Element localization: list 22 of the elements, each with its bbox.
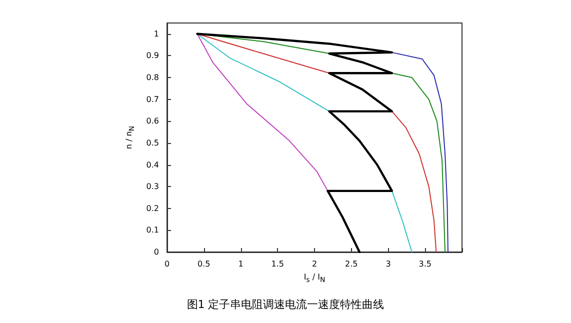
line-series <box>391 52 448 252</box>
y-tick-label: 0.4 <box>146 160 159 170</box>
x-tick-label: 3 <box>386 260 391 268</box>
y-tick-label: 0.5 <box>146 138 159 148</box>
x-tick-label: 1 <box>238 260 244 268</box>
x-tick-label: 2.5 <box>345 260 358 268</box>
y-tick-label: 0.3 <box>146 182 159 192</box>
y-tick-label: 1 <box>154 29 159 38</box>
y-tick-label: 0.7 <box>146 94 159 104</box>
x-tick-label: 2 <box>312 260 318 268</box>
y-tick-label: 0.6 <box>146 116 159 126</box>
y-tick-label: 0.1 <box>146 226 159 235</box>
y-tick-label: 0 <box>154 248 159 256</box>
y-tick-label: 0.9 <box>146 51 159 60</box>
x-tick-label: 0 <box>164 260 170 268</box>
line-series <box>196 33 328 192</box>
y-tick-label: 0.2 <box>146 204 159 213</box>
x-tick-label: 1.5 <box>271 260 284 268</box>
x-tick-label: 0.5 <box>198 260 210 268</box>
x-tick-label: 3.5 <box>418 260 432 268</box>
caption: 图1 定子串电阻调速电流一速度特性曲线 <box>186 298 384 311</box>
y-tick-label: 0.8 <box>146 73 159 82</box>
